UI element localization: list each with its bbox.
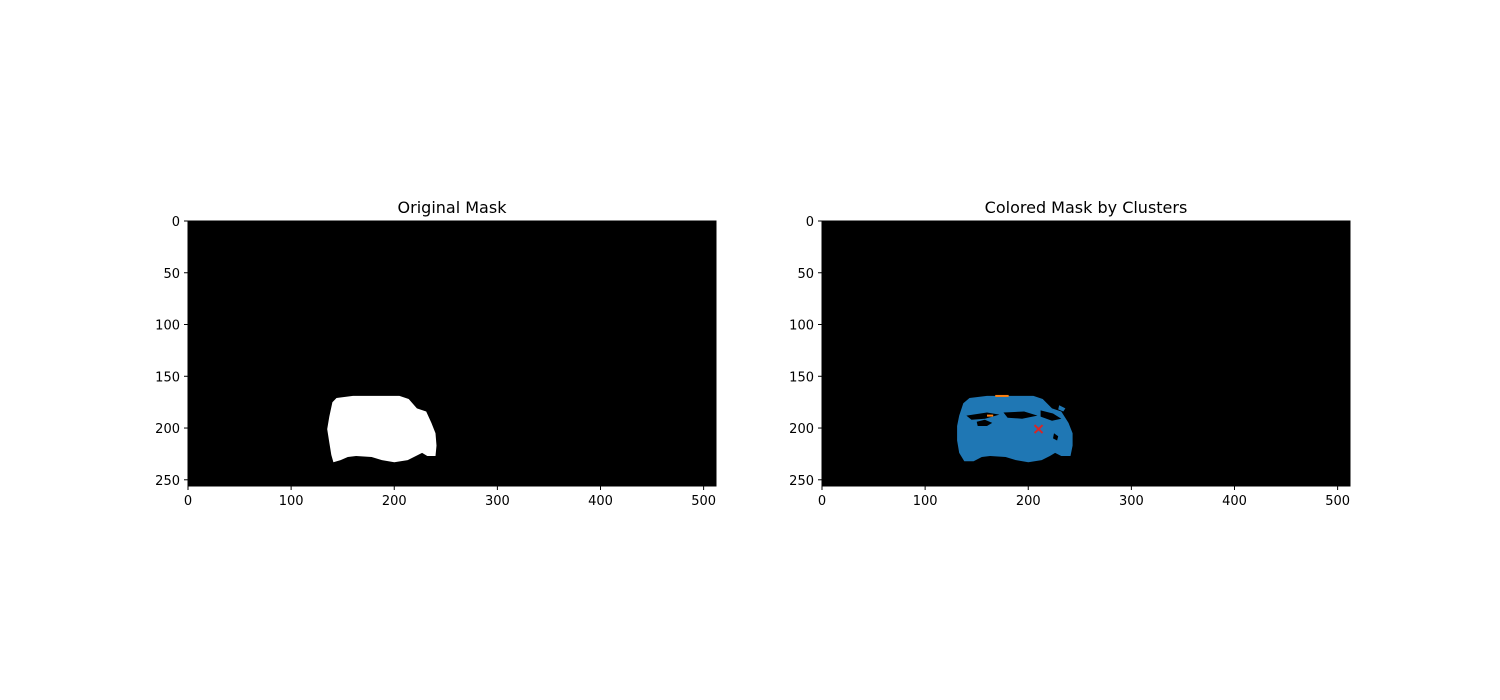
original-mask-y-tick-label: 0 (172, 215, 180, 230)
secondary-cluster-segments (987, 394, 1009, 417)
original-mask-x-tick-label: 400 (588, 494, 613, 509)
colored-mask-y-tick-label: 50 (797, 267, 814, 282)
original-mask-x-tick-label: 0 (184, 494, 192, 509)
colored-mask-x-axis: 0 100 200 300 400 500 (818, 486, 1350, 509)
original-mask-x-tick-label: 100 (279, 494, 304, 509)
colored-mask-x-tick-label: 0 (818, 494, 826, 509)
colored-mask-panel: Colored Mask by Clusters 0 100 200 300 400 50… (789, 198, 1351, 509)
centroid-cross-stroke (1033, 424, 1044, 434)
original-mask-y-tick-label: 50 (163, 267, 180, 282)
colored-mask-axes-frame (821, 220, 1351, 487)
colored-mask-y-tick-label: 150 (789, 370, 814, 385)
original-mask-y-tick-label: 100 (155, 319, 180, 334)
colored-mask-x-tick-label: 500 (1325, 494, 1350, 509)
cluster-region (957, 395, 1073, 463)
colored-mask-x-tick-label: 400 (1222, 494, 1247, 509)
colored-mask-x-tick-label: 200 (1016, 494, 1041, 509)
colored-mask-y-tick-label: 0 (806, 215, 814, 230)
original-mask-axes-frame (187, 220, 717, 487)
original-mask-x-tick-label: 300 (485, 494, 510, 509)
colored-mask-y-axis: 0 50 100 150 200 250 (789, 215, 822, 489)
colored-mask-image-background (822, 221, 1350, 486)
colored-mask-x-tick-label: 300 (1119, 494, 1144, 509)
colored-mask-y-tick-label: 250 (789, 474, 814, 489)
original-mask-shape (327, 395, 437, 463)
colored-mask-title: Colored Mask by Clusters (985, 198, 1188, 217)
cluster-centroid-marker (1033, 424, 1044, 434)
original-mask-x-tick-label: 500 (691, 494, 716, 509)
original-mask-y-axis: 0 50 100 150 200 250 (155, 215, 188, 489)
colored-mask-y-tick-label: 100 (789, 319, 814, 334)
original-mask-y-tick-label: 250 (155, 474, 180, 489)
original-mask-x-tick-label: 200 (382, 494, 407, 509)
colored-mask-x-tick-label: 100 (913, 494, 938, 509)
original-mask-y-tick-label: 200 (155, 422, 180, 437)
original-mask-y-tick-label: 150 (155, 370, 180, 385)
original-mask-title: Original Mask (398, 198, 508, 217)
original-mask-image-background (188, 221, 716, 486)
original-mask-x-axis: 0 100 200 300 400 500 (184, 486, 716, 509)
original-mask-panel: Original Mask 0 100 200 300 400 500 0 50 100 150… (155, 198, 717, 509)
colored-mask-y-tick-label: 200 (789, 422, 814, 437)
